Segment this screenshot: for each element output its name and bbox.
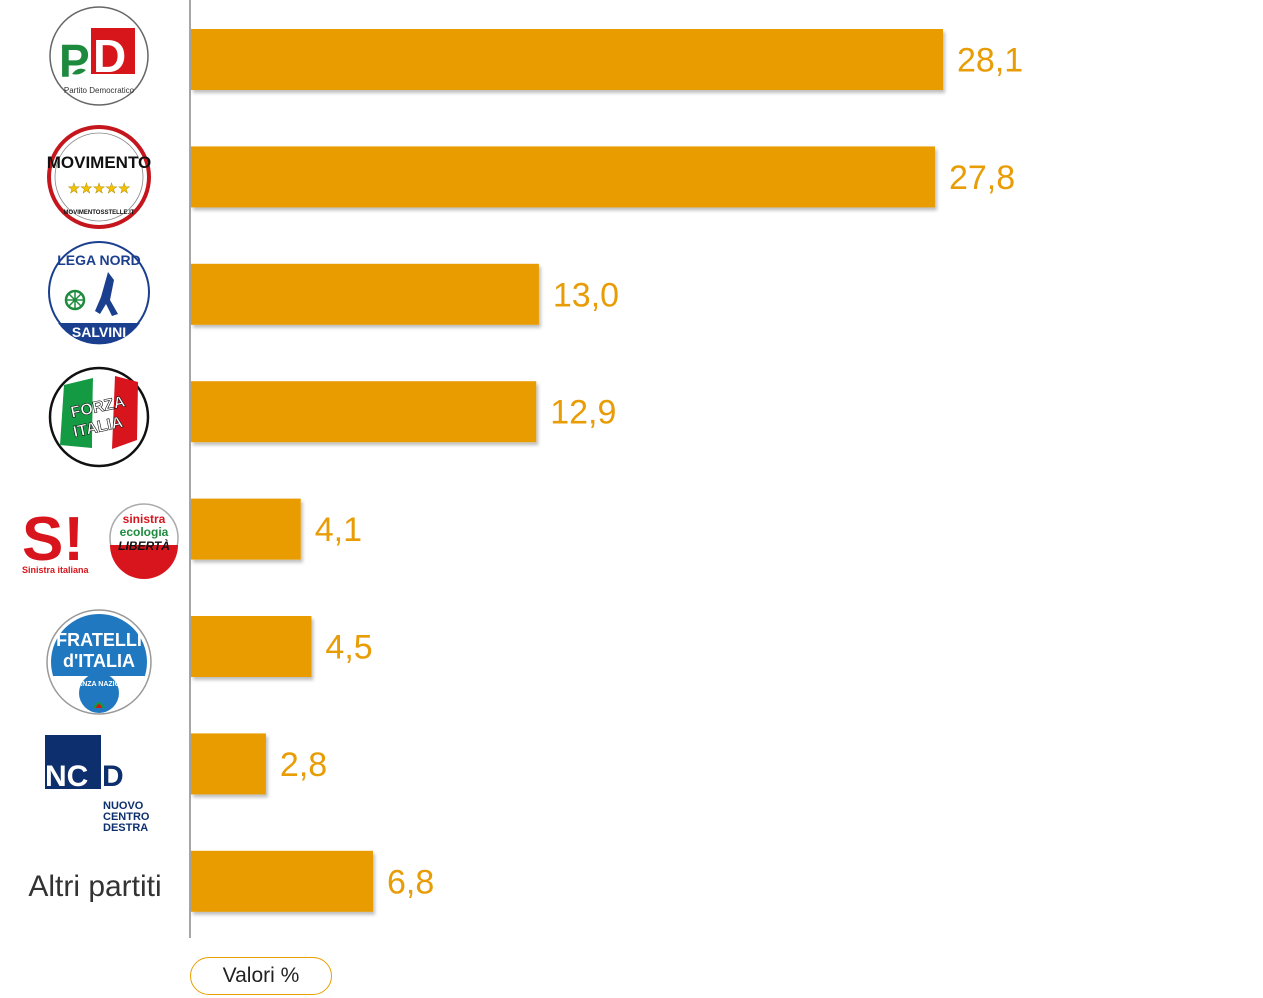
- svg-text:LIBERTÀ: LIBERTÀ: [118, 538, 170, 553]
- svg-text:SALVINI: SALVINI: [72, 324, 126, 340]
- svg-text:LEGA NORD: LEGA NORD: [57, 252, 140, 268]
- svg-text:P: P: [59, 35, 90, 87]
- value-label-4: 12,9: [550, 394, 616, 432]
- svg-text:★★★★★: ★★★★★: [68, 181, 131, 197]
- value-label-5: 4,1: [315, 511, 362, 549]
- svg-text:NC: NC: [45, 760, 88, 793]
- ncd-logo: NC D NUOVO CENTRO DESTRA: [45, 735, 150, 834]
- svg-text:S!: S!: [22, 505, 84, 574]
- forza-italia-logo: FORZA ITALIA: [48, 366, 150, 468]
- svg-text:ecologia: ecologia: [120, 525, 169, 539]
- bar-8: [191, 850, 373, 912]
- bar-7: [191, 733, 266, 795]
- svg-text:CENTRO: CENTRO: [103, 811, 150, 823]
- sinistra-italiana-logo: S! Sinistra italiana: [22, 505, 90, 575]
- svg-text:NUOVO: NUOVO: [103, 800, 144, 812]
- legend-label: Valori %: [222, 964, 300, 987]
- lega-nord-logo: SALVINI LEGA NORD: [48, 241, 150, 345]
- legend-box: Valori %: [190, 957, 332, 995]
- svg-text:sinistra: sinistra: [123, 512, 166, 526]
- value-label-7: 2,8: [280, 746, 327, 784]
- bar-2: [191, 146, 935, 208]
- value-label-8: 6,8: [387, 863, 434, 901]
- value-label-6: 4,5: [325, 629, 372, 667]
- svg-text:D: D: [93, 30, 126, 82]
- bar-1: [191, 29, 943, 90]
- pd-logo: P D Partito Democratico: [49, 6, 149, 106]
- altri-partiti-label: Altri partiti: [28, 870, 161, 903]
- svg-text:MOVIMENTO: MOVIMENTO: [47, 153, 152, 172]
- m5s-logo: MOVIMENTO ★★★★★ MOVIMENTOSSTELLE.IT: [47, 125, 152, 229]
- bar-5: [191, 498, 301, 560]
- value-label-1: 28,1: [957, 42, 1023, 80]
- svg-text:FRATELLI: FRATELLI: [56, 630, 142, 650]
- svg-text:D: D: [102, 760, 124, 793]
- svg-text:MOVIMENTOSSTELLE.IT: MOVIMENTOSSTELLE.IT: [64, 210, 135, 216]
- bar-3: [191, 263, 539, 325]
- fratelli-italia-logo: FRATELLI d'ITALIA ALLEANZA NAZIONALE: [46, 609, 152, 715]
- svg-text:ALLEANZA NAZIONALE: ALLEANZA NAZIONALE: [59, 681, 140, 688]
- value-label-2: 27,8: [949, 159, 1015, 197]
- svg-text:Sinistra italiana: Sinistra italiana: [22, 565, 90, 575]
- sel-logo: sinistra ecologia LIBERTÀ: [109, 503, 179, 579]
- svg-text:d'ITALIA: d'ITALIA: [63, 651, 135, 671]
- bar-6: [191, 616, 312, 677]
- svg-text:DESTRA: DESTRA: [103, 822, 148, 834]
- value-label-3: 13,0: [553, 276, 619, 314]
- bar-4: [191, 381, 537, 443]
- svg-text:Partito Democratico: Partito Democratico: [64, 86, 135, 95]
